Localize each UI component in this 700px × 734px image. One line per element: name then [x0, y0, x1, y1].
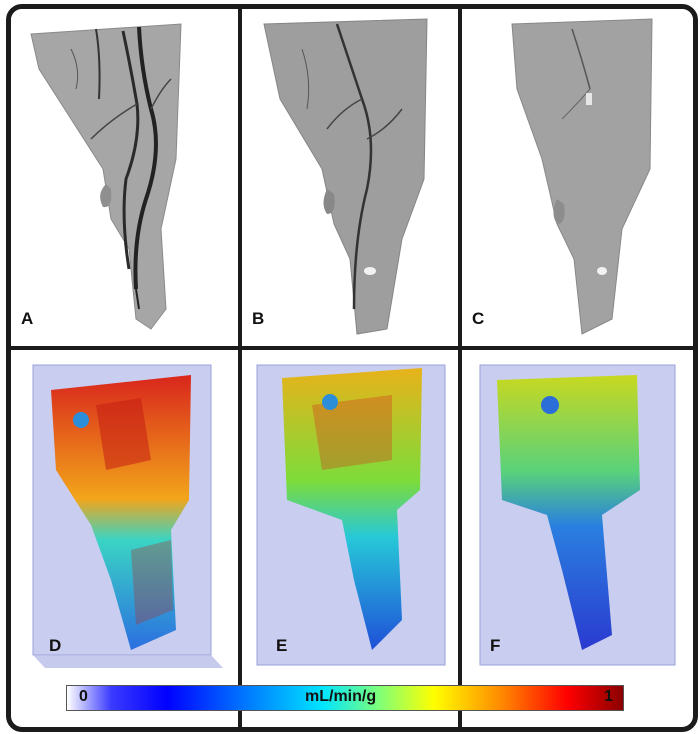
divider-horizontal [11, 346, 693, 350]
colorbar-unit-label: mL/min/g [305, 688, 377, 705]
panel-d-perfusion-map: D [11, 350, 238, 690]
panel-label-e: E [276, 636, 288, 655]
angiogram-image-b [263, 18, 428, 335]
panel-c-angiogram: C [462, 9, 693, 346]
angiogram-image-c [511, 18, 653, 335]
panel-b-angiogram: B [242, 9, 458, 346]
colorbar: 0 mL/min/g 1 [66, 685, 624, 711]
panel-a-angiogram: A [11, 9, 238, 346]
perfusion-image-d [32, 364, 223, 668]
angiogram-image-a [30, 23, 182, 330]
panel-label-d: D [49, 636, 62, 655]
panel-f-perfusion-map: F [462, 350, 693, 690]
panel-label-f: F [490, 636, 501, 655]
perfusion-image-e [256, 364, 446, 666]
panel-label-a: A [21, 309, 34, 328]
perfusion-image-f [479, 364, 676, 666]
colorbar-max-label: 1 [604, 688, 613, 705]
divider-vertical-1 [238, 9, 242, 727]
divider-vertical-2 [458, 9, 462, 727]
panel-e-perfusion-map: E [242, 350, 458, 690]
colorbar-min-label: 0 [79, 688, 88, 705]
figure-frame: A B C [6, 4, 698, 732]
panel-label-b: B [252, 309, 265, 328]
panel-label-c: C [472, 309, 485, 328]
